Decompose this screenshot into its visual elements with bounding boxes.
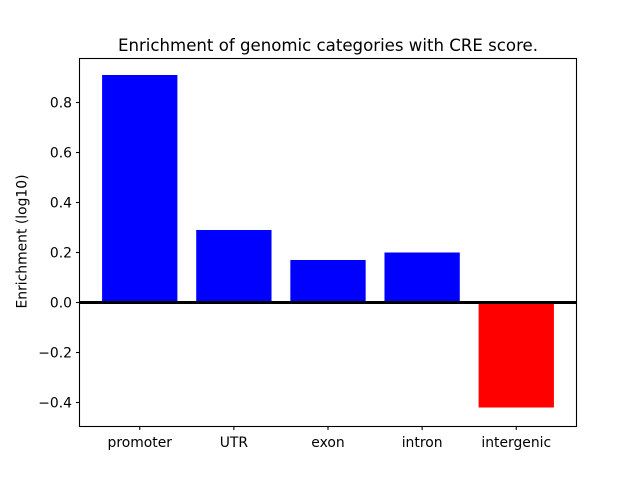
x-tick-label-UTR: UTR (220, 435, 249, 451)
x-tick-label-exon: exon (311, 435, 344, 451)
chart-title: Enrichment of genomic categories with CR… (118, 36, 538, 55)
x-tick-label-intron: intron (402, 435, 443, 451)
y-tick-label: 0.8 (50, 95, 72, 111)
y-tick-label: 0.2 (50, 245, 72, 261)
y-axis-label: Enrichment (log10) (15, 174, 31, 308)
y-tick-label: 0.0 (50, 295, 72, 311)
bar-intron (384, 252, 460, 303)
bar-intergenic (478, 302, 554, 408)
plot-area: 0.8 0.6 0.4 0.2 0.0 −0.2 −0.4 promoter UTR exon in… (38, 57, 578, 451)
bar-exon (290, 260, 366, 303)
y-tick-label: −0.2 (38, 345, 72, 361)
y-tick-label: 0.6 (50, 145, 72, 161)
bar-UTR (196, 230, 272, 303)
y-tick-label: −0.4 (38, 395, 72, 411)
x-tick-label-intergenic: intergenic (481, 435, 551, 451)
bar-promoter (102, 75, 178, 303)
y-tick-label: 0.4 (50, 195, 72, 211)
x-tick-label-promoter: promoter (108, 435, 173, 451)
